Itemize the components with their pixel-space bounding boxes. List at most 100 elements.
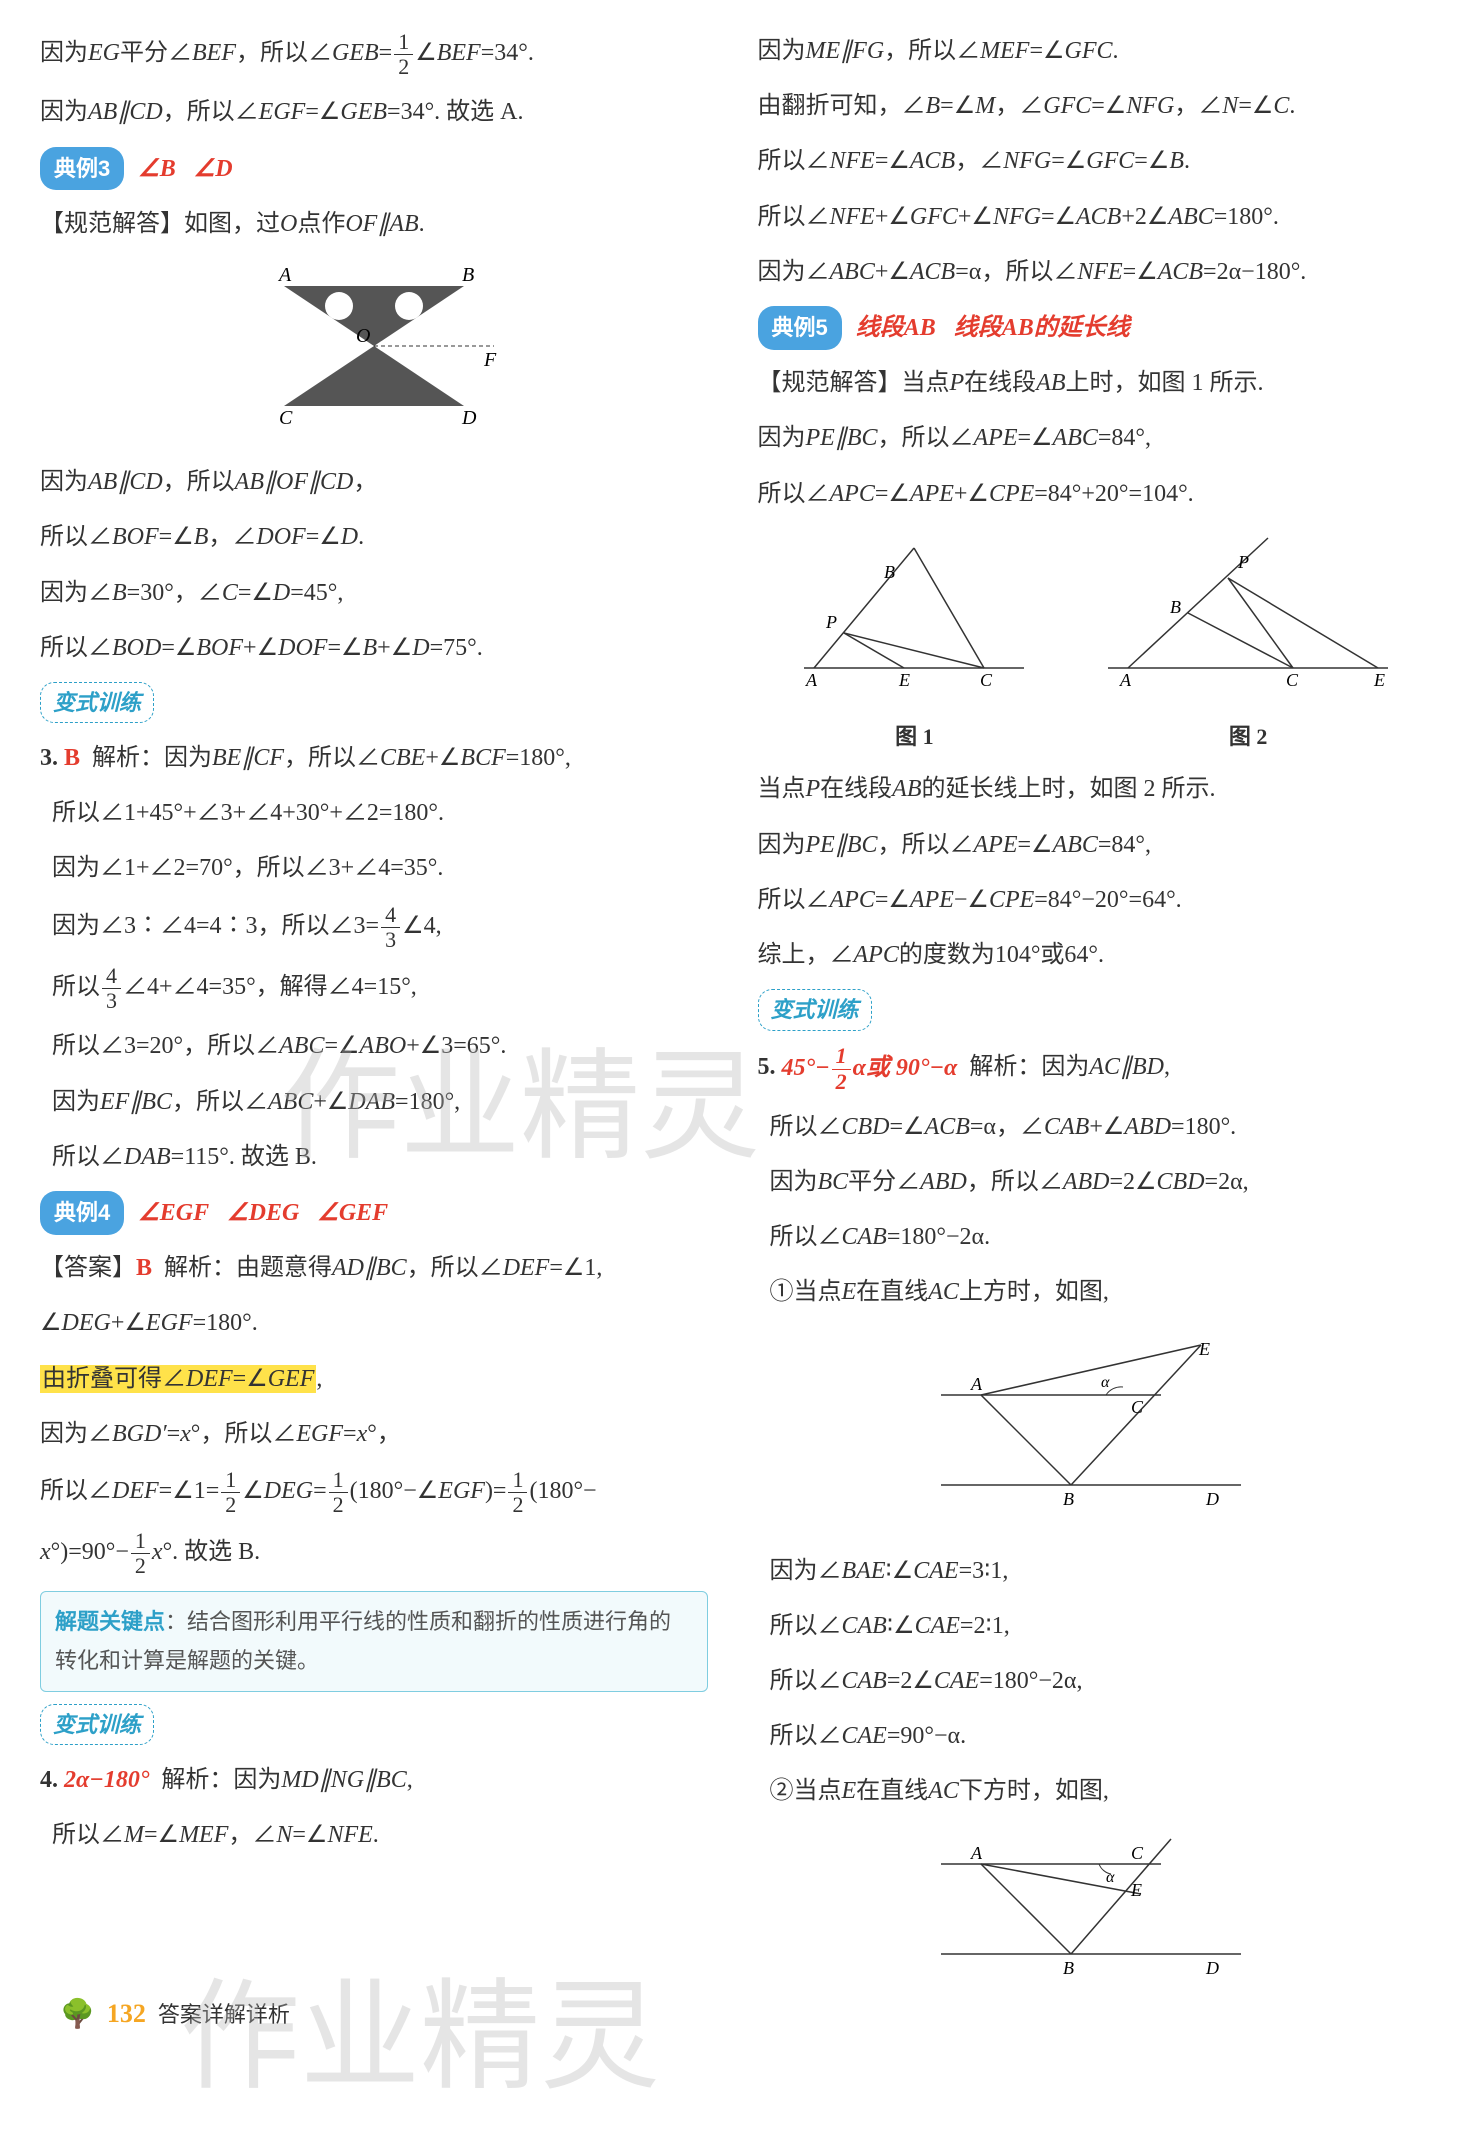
svg-text:E: E (898, 670, 910, 690)
answer-text: B (64, 745, 80, 771)
page-number: 132 (107, 1991, 146, 2038)
text-line: 因为∠B=30°，∠C=∠D=45°, (40, 572, 708, 615)
text-line: 因为∠ABC+∠ACB=α，所以∠NFE=∠ACB=2α−180°. (758, 251, 1426, 294)
text-line: 因为∠1+∠2=70°，所以∠3+∠4=35°. (40, 847, 708, 890)
svg-text:B: B (1063, 1489, 1074, 1509)
text-line: 5. 45°−12α或 90°−α 解析：因为AC∥BD, (758, 1044, 1426, 1093)
text-line: 因为∠BAE∶∠CAE=3∶1, (758, 1550, 1426, 1593)
example-pill: 典例4 (40, 1191, 124, 1235)
figure-caption: 图 2 (1098, 717, 1398, 757)
svg-text:A: A (805, 670, 818, 690)
text-line: 所以∠CAE=90°−α. (758, 1715, 1426, 1758)
text-line: 因为EG平分∠BEF，所以∠GEB=12∠BEF=34°. (40, 30, 708, 79)
answer-text: ∠B (138, 156, 176, 182)
example-3-header: 典例3 ∠B ∠D (40, 147, 708, 191)
text-line: 当点P在线段AB的延长线上时，如图 2 所示. (758, 768, 1426, 811)
svg-text:O: O (356, 325, 370, 347)
text-line: 所以∠DAB=115°. 故选 B. (40, 1136, 708, 1179)
answer-text: ∠EGF (138, 1200, 209, 1226)
text-line: 所以∠CAB∶∠CAE=2∶1, (758, 1605, 1426, 1648)
svg-text:A: A (970, 1374, 983, 1394)
text-line: x°)=90°−12x°. 故选 B. (40, 1529, 708, 1578)
text-line: 因为ME∥FG，所以∠MEF=∠GFC. (758, 30, 1426, 73)
figure-bowtie: A B C D O F (40, 266, 708, 441)
text-line: 因为AB∥CD，所以AB∥OF∥CD， (40, 461, 708, 504)
svg-text:C: C (279, 407, 293, 426)
figure-triangle-down: A B C D E α (758, 1834, 1426, 1999)
text-line: 所以∠APC=∠APE+∠CPE=84°+20°=104°. (758, 473, 1426, 516)
text-line: 所以43∠4+∠4=35°，解得∠4=15°, (40, 964, 708, 1013)
text-line: 因为EF∥BC，所以∠ABC+∠DAB=180°, (40, 1081, 708, 1124)
variant-label: 变式训练 (758, 989, 1426, 1032)
text-line: 4. 2α−180° 解析：因为MD∥NG∥BC, (40, 1759, 708, 1802)
answer-text: 2α−180° (64, 1767, 149, 1793)
answer-text: ∠DEG (227, 1200, 299, 1226)
text-line: 综上，∠APC的度数为104°或64°. (758, 934, 1426, 977)
text-line: 所以∠M=∠MEF，∠N=∠NFE. (40, 1814, 708, 1857)
left-column: 因为EG平分∠BEF，所以∠GEB=12∠BEF=34°. 因为AB∥CD，所以… (40, 30, 708, 2007)
example-pill: 典例3 (40, 147, 124, 191)
text-line: 所以∠NFE=∠ACB，∠NFG=∠GFC=∠B. (758, 140, 1426, 183)
text-line: 所以∠BOD=∠BOF+∠DOF=∠B+∠D=75°. (40, 627, 708, 670)
text-line: 由翻折可知，∠B=∠M，∠GFC=∠NFG，∠N=∠C. (758, 85, 1426, 128)
svg-text:A: A (970, 1843, 983, 1863)
figure-triangle-up: A B C D E α (758, 1335, 1426, 1530)
svg-text:D: D (461, 407, 477, 426)
text-line: 因为AB∥CD，所以∠EGF=∠GEB=34°. 故选 A. (40, 91, 708, 134)
text-line: 因为∠BGD′=x°，所以∠EGF=x°， (40, 1413, 708, 1456)
answer-text: 线段AB (856, 315, 936, 341)
svg-text:P: P (825, 612, 837, 632)
text-line: 所以∠APC=∠APE−∠CPE=84°−20°=64°. (758, 879, 1426, 922)
answer-text: ∠D (194, 156, 233, 182)
svg-text:α: α (1101, 1374, 1110, 1391)
svg-text:α: α (1106, 1869, 1115, 1886)
page-footer: 🌳 132 答案详解详析 (60, 1990, 290, 2040)
text-line: 3. B 解析：因为BE∥CF，所以∠CBE+∠BCF=180°, (40, 737, 708, 780)
footer-label: 答案详解详析 (158, 1995, 290, 2035)
text-line: 所以∠3=20°，所以∠ABC=∠ABO+∠3=65°. (40, 1025, 708, 1068)
text-line: 【答案】B 解析：由题意得AD∥BC，所以∠DEF=∠1, (40, 1247, 708, 1290)
answer-text: 45°−12α或 90°−α (782, 1055, 958, 1081)
text-line: 【规范解答】如图，过O点作OF∥AB. (40, 203, 708, 246)
text-line: ②当点E在直线AC下方时，如图, (758, 1770, 1426, 1813)
figure-pair: A B C E P 图 1 A B C E (758, 528, 1426, 757)
text-line: 所以∠CBD=∠ACB=α，∠CAB+∠ABD=180°. (758, 1106, 1426, 1149)
svg-text:D: D (1205, 1958, 1219, 1978)
svg-text:C: C (980, 670, 993, 690)
text-line: 所以∠DEF=∠1=12∠DEG=12(180°−∠EGF)=12(180°− (40, 1468, 708, 1517)
variant-label: 变式训练 (40, 682, 708, 725)
svg-text:C: C (1131, 1843, 1144, 1863)
tree-icon: 🌳 (60, 1990, 95, 2040)
svg-text:E: E (1373, 670, 1385, 690)
svg-text:E: E (1130, 1880, 1142, 1900)
text-line: 【规范解答】当点P在线段AB上时，如图 1 所示. (758, 362, 1426, 405)
svg-text:E: E (1198, 1339, 1210, 1359)
svg-text:B: B (884, 562, 895, 582)
keypoint-label: 解题关键点 (55, 1609, 165, 1634)
svg-text:P: P (1237, 552, 1249, 572)
example-5-header: 典例5 线段AB 线段AB的延长线 (758, 306, 1426, 350)
answer-text: ∠GEF (317, 1200, 388, 1226)
right-column: 因为ME∥FG，所以∠MEF=∠GFC. 由翻折可知，∠B=∠M，∠GFC=∠N… (758, 30, 1426, 2007)
answer-text: 线段AB的延长线 (954, 315, 1130, 341)
example-4-header: 典例4 ∠EGF ∠DEG ∠GEF (40, 1191, 708, 1235)
text-line: 所以∠BOF=∠B，∠DOF=∠D. (40, 516, 708, 559)
text-line: 因为BC平分∠ABD，所以∠ABD=2∠CBD=2α, (758, 1161, 1426, 1204)
text-line: 所以∠NFE+∠GFC+∠NFG=∠ACB+2∠ABC=180°. (758, 196, 1426, 239)
text-line: ∠DEG+∠EGF=180°. (40, 1302, 708, 1345)
svg-text:C: C (1286, 670, 1299, 690)
svg-text:B: B (462, 266, 474, 286)
text-line: ①当点E在直线AC上方时，如图, (758, 1271, 1426, 1314)
svg-text:C: C (1131, 1397, 1144, 1417)
svg-text:A: A (1119, 670, 1132, 690)
svg-text:F: F (483, 349, 497, 371)
text-line: 所以∠CAB=180°−2α. (758, 1216, 1426, 1259)
svg-text:B: B (1170, 597, 1181, 617)
text-line: 所以∠1+45°+∠3+∠4+30°+∠2=180°. (40, 792, 708, 835)
text-line: 所以∠CAB=2∠CAE=180°−2α, (758, 1660, 1426, 1703)
figure-caption: 图 1 (784, 717, 1044, 757)
variant-label: 变式训练 (40, 1704, 708, 1747)
text-line: 因为PE∥BC，所以∠APE=∠ABC=84°, (758, 417, 1426, 460)
example-pill: 典例5 (758, 306, 842, 350)
keypoint-box: 解题关键点：结合图形利用平行线的性质和翻折的性质进行角的转化和计算是解题的关键。 (40, 1591, 708, 1692)
